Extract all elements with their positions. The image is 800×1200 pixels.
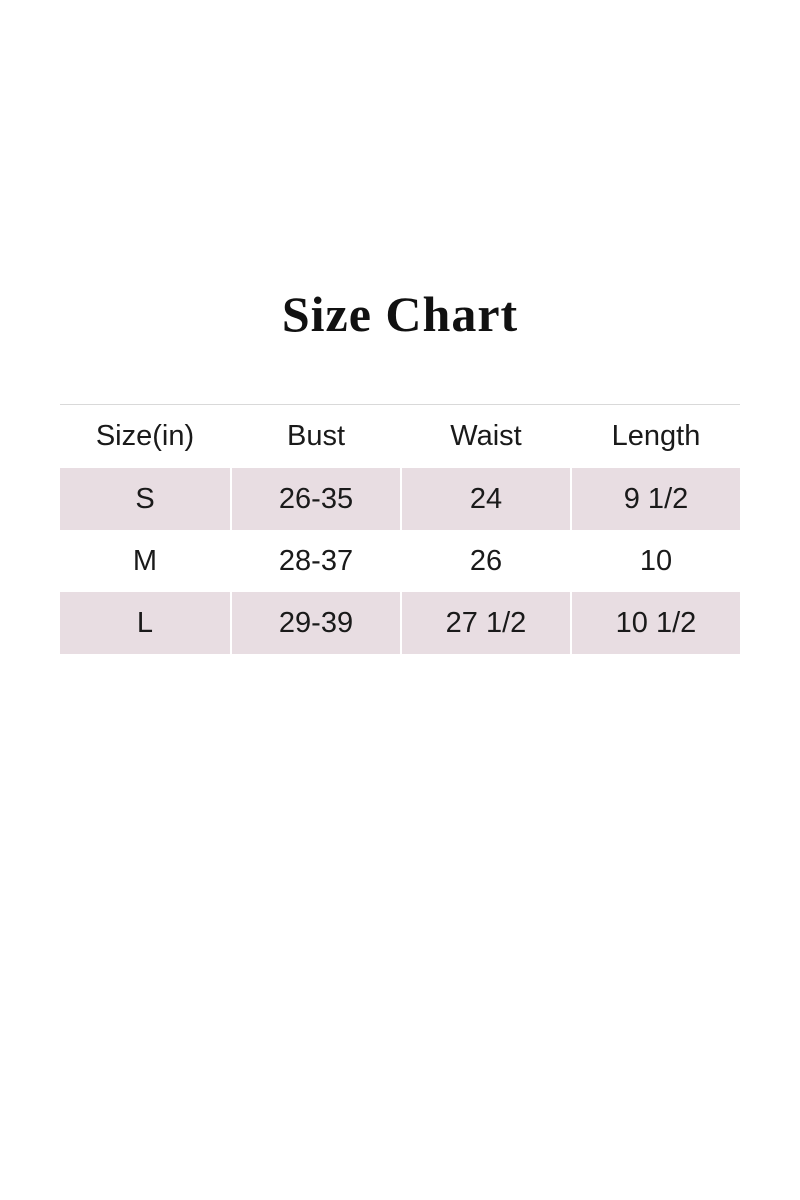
cell-bust: 26-35 [230, 468, 400, 530]
cell-bust: 29-39 [230, 592, 400, 654]
table-row-l: L 29-39 27 1/2 10 1/2 [60, 592, 740, 654]
column-header-length: Length [570, 405, 740, 468]
cell-waist: 26 [400, 530, 570, 592]
column-header-bust: Bust [230, 405, 400, 468]
size-table: Size(in) Bust Waist Length S 26-35 24 9 … [60, 404, 740, 654]
cell-length: 10 [570, 530, 740, 592]
cell-waist: 27 1/2 [400, 592, 570, 654]
table-header-row: Size(in) Bust Waist Length [60, 405, 740, 468]
cell-size: M [132, 544, 158, 577]
cell-length: 10 1/2 [570, 592, 740, 654]
table-row-s: S 26-35 24 9 1/2 [60, 468, 740, 530]
column-header-size: Size(in) [95, 420, 195, 452]
table-row-m: M 28-37 26 10 [60, 530, 740, 592]
cell-waist: 24 [400, 468, 570, 530]
page-title: Size Chart [281, 286, 519, 342]
cell-size: L [136, 606, 154, 639]
cell-bust: 28-37 [230, 530, 400, 592]
cell-size: S [135, 482, 155, 515]
cell-length: 9 1/2 [570, 468, 740, 530]
column-header-waist: Waist [400, 405, 570, 468]
